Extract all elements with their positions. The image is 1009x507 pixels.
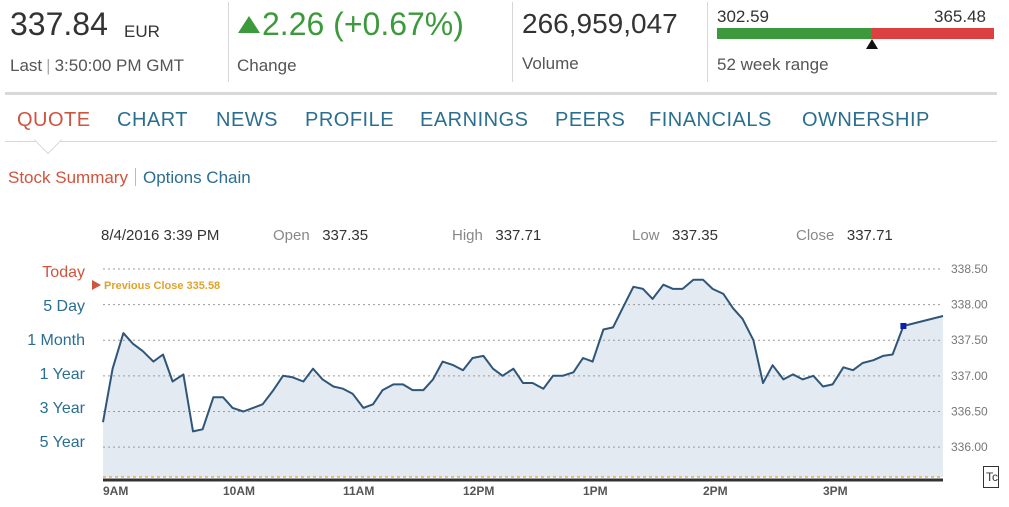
x-tick-label: 11AM [343,484,374,498]
range-3-year[interactable]: 3 Year [39,400,85,417]
x-tick-label: 2PM [703,484,728,498]
tab-quote[interactable]: QUOTE [17,109,91,131]
last-label: Last [10,56,43,75]
x-tick-label: 1PM [583,484,608,498]
y-tick-label: 336.50 [951,404,988,418]
tab-ownership[interactable]: OWNERSHIP [802,109,930,131]
high-label: High [452,227,483,244]
y-tick-label: 338.50 [951,262,988,276]
range-5-year[interactable]: 5 Year [39,434,85,451]
range-low: 302.59 [717,7,769,26]
divider: | [46,56,51,75]
change-value-row: 2.26 (+0.67%) [238,6,464,43]
open-value: 337.35 [322,227,369,244]
x-tick-label: 10AM [223,484,255,498]
tab-financials[interactable]: FINANCIALS [649,109,772,131]
divider [707,2,708,82]
close-label: Close [796,227,835,244]
last-time-row: Last | 3:50:00 PM GMT [10,56,184,76]
x-tick-label: 3PM [823,484,848,498]
tab-profile[interactable]: PROFILE [305,109,395,131]
close-field: Close 337.71 [796,227,893,244]
change-value: 2.26 (+0.67%) [262,6,464,42]
y-tick-label: 338.00 [951,298,988,312]
stock-summary-link[interactable]: Stock Summary [8,168,128,187]
last-point-marker [900,322,907,329]
open-label: Open [273,227,310,244]
subnav: Stock Summary Options Chain [8,168,251,188]
divider [512,2,513,82]
high-field: High 337.71 [452,227,541,244]
divider [134,168,136,186]
close-value: 337.71 [846,227,893,244]
divider [228,2,229,82]
previous-close-label: Previous Close 335.58 [104,280,220,292]
previous-close-arrow-icon [92,280,101,290]
low-value: 337.35 [672,227,718,244]
high-value: 337.71 [495,227,542,244]
range-high: 365.48 [934,7,986,26]
price-area [103,279,943,477]
chart-datetime: 8/4/2016 3:39 PM [101,227,220,244]
week-range-bar [717,28,994,39]
range-today[interactable]: Today [42,264,85,281]
y-tick-label: 337.00 [951,369,988,383]
week-range-fill [717,28,873,39]
divider [5,92,997,95]
range-label: 52 week range [717,55,829,74]
change-label: Change [237,56,297,75]
range-5-day[interactable]: 5 Day [43,298,85,315]
low-label: Low [632,227,660,244]
intraday-price-chart: 338.50 338.00 337.50 337.00 336.50 336.00 Prev… [92,262,988,498]
up-arrow-icon [238,16,260,33]
last-price: 337.84 [10,6,108,42]
tab-chart[interactable]: CHART [117,109,189,131]
volume-label: Volume [522,54,579,73]
y-tick-label: 337.50 [951,333,988,347]
x-tick-label: 9AM [103,484,128,498]
tab-peers[interactable]: PEERS [555,109,626,131]
price-line [102,278,944,433]
options-chain-link[interactable]: Options Chain [142,168,251,187]
y-tick-label: 336.00 [951,440,988,454]
currency: EUR [124,22,160,41]
range-1-month[interactable]: 1 Month [27,332,85,349]
x-tick-label: 12PM [463,484,494,498]
quote-header: 337.84 EUR Last | 3:50:00 PM GMT 2.26 (+0.… [0,0,1000,90]
last-time: 3:50:00 PM GMT [54,56,184,75]
corner-button[interactable]: Tc [983,466,999,488]
range-marker-icon [866,39,879,49]
tab-earnings[interactable]: EARNINGS [420,109,529,131]
tab-bar: QUOTE CHART NEWS PROFILE EARNINGS PEERS … [5,100,997,142]
volume-value: 266,959,047 [522,8,678,39]
tab-news[interactable]: NEWS [216,109,278,131]
open-field: Open 337.35 [273,227,368,244]
low-field: Low 337.35 [632,227,718,244]
range-1-year[interactable]: 1 Year [39,366,85,383]
